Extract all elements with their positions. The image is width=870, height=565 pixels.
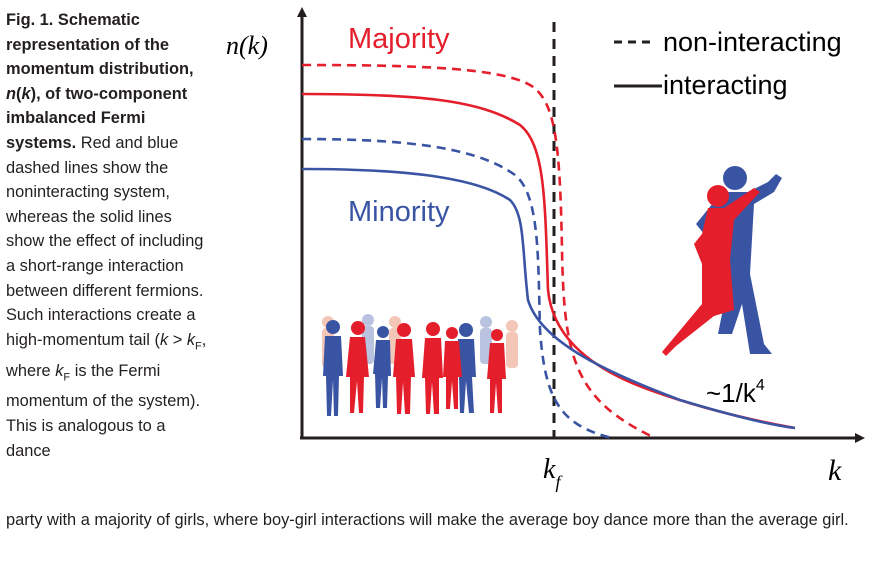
tail-annotation: ~1/k4 [706, 377, 765, 408]
minority-interacting-curve [301, 167, 796, 430]
x-tick-kf: kf [543, 454, 563, 492]
figure-caption: Fig. 1. Schematic representation of the … [6, 11, 207, 460]
tango-couple-silhouette [662, 166, 782, 356]
caption-continuation: party with a majority of girls, where bo… [6, 511, 849, 529]
caption-title: Fig. 1. Schematic representation of the … [6, 11, 194, 152]
crowd-silhouette [322, 314, 518, 416]
majority-label: Majority [348, 23, 450, 55]
legend-noninteracting: non-interacting [663, 27, 842, 57]
x-axis-label: k [828, 454, 842, 487]
minority-noninteracting-curve [301, 137, 613, 440]
minority-label: Minority [348, 196, 450, 228]
majority-noninteracting-curve [301, 63, 656, 440]
legend-interacting: interacting [663, 70, 788, 100]
y-axis-label: n(k) [226, 31, 268, 60]
